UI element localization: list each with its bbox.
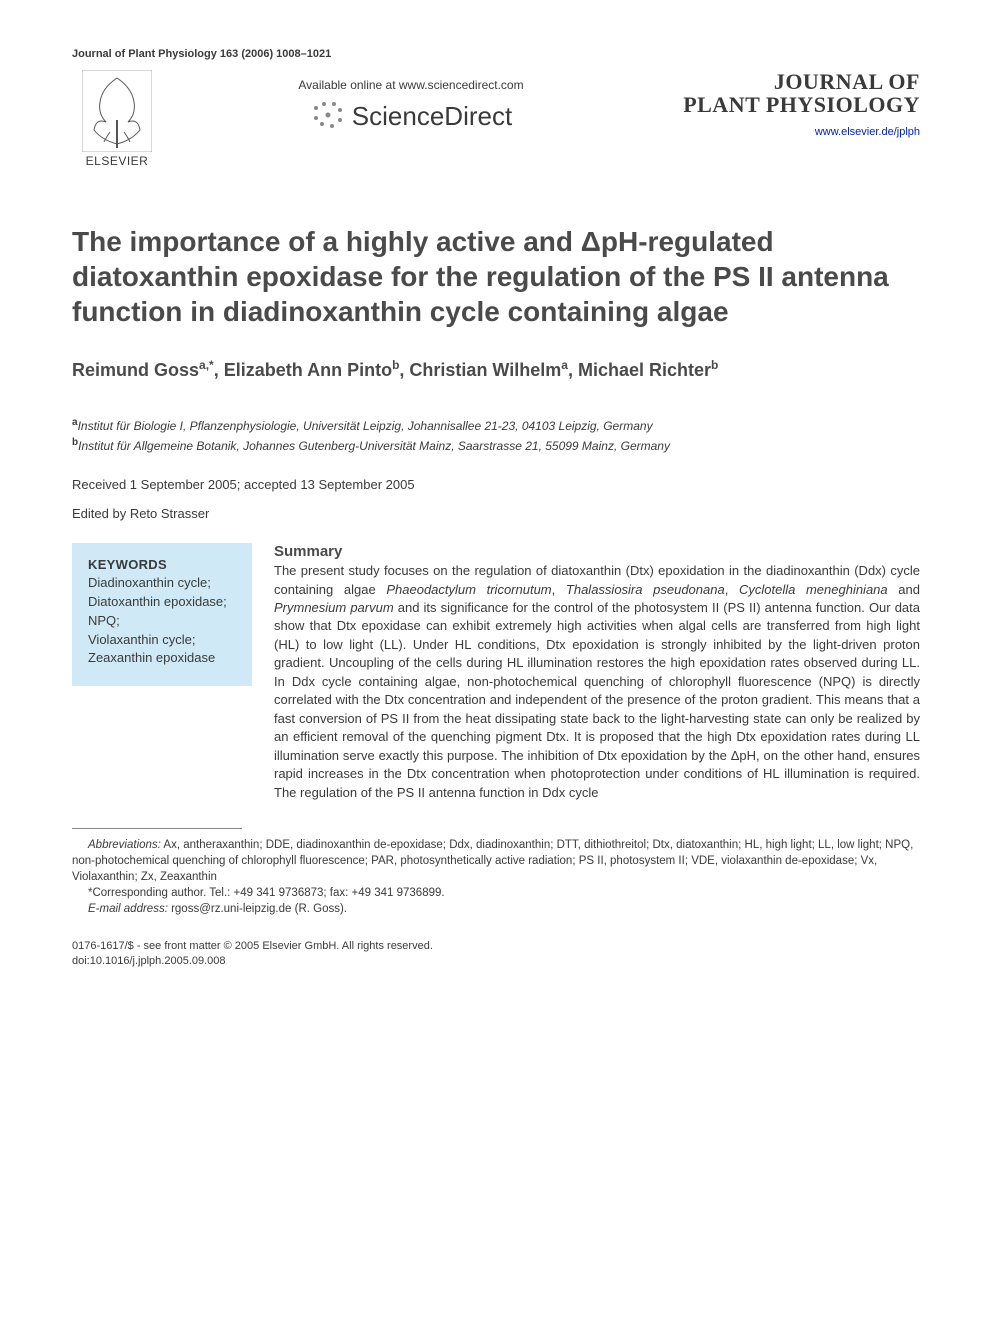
keywords-list: Diadinoxanthin cycle; Diatoxanthin epoxi… [88, 574, 236, 668]
running-head: Journal of Plant Physiology 163 (2006) 1… [72, 48, 920, 60]
journal-name-line2: PLANT PHYSIOLOGY [660, 93, 920, 116]
summary-column: Summary The present study focuses on the… [274, 543, 920, 802]
sciencedirect-text: ScienceDirect [352, 101, 512, 132]
copyright-line2: doi:10.1016/j.jplph.2005.09.008 [72, 954, 920, 969]
author-1-corr: * [209, 358, 214, 372]
authors-line: Reimund Gossa,*, Elizabeth Ann Pintob, C… [72, 357, 920, 382]
edited-by: Edited by Reto Strasser [72, 506, 920, 521]
journal-name-line1: JOURNAL OF [660, 70, 920, 93]
copyright-block: 0176-1617/$ - see front matter © 2005 El… [72, 939, 920, 969]
email-label: E-mail address: [88, 903, 168, 915]
sciencedirect-swoosh-icon [310, 98, 346, 134]
author-2-aff: b [392, 358, 399, 372]
email-value: rgoss@rz.uni-leipzig.de (R. Goss). [168, 903, 347, 915]
abbrev-text: Ax, antheraxanthin; DDE, diadinoxanthin … [72, 839, 913, 883]
affiliations: aInstitut für Biologie I, Pflanzenphysio… [72, 416, 920, 455]
summary-body: The present study focuses on the regulat… [274, 562, 920, 802]
author-1: Reimund Goss [72, 360, 199, 380]
header-row: ELSEVIER Available online at www.science… [72, 70, 920, 168]
affiliation-a: Institut für Biologie I, Pflanzenphysiol… [78, 419, 653, 433]
author-4: Michael Richter [578, 360, 711, 380]
elsevier-tree-icon [82, 70, 152, 152]
footnotes: Abbreviations: Ax, antheraxanthin; DDE, … [72, 837, 920, 917]
elsevier-label: ELSEVIER [86, 154, 149, 168]
journal-link[interactable]: www.elsevier.de/jplph [660, 126, 920, 138]
sciencedirect-block: Available online at www.sciencedirect.co… [162, 70, 660, 134]
footnotes-rule [72, 828, 242, 829]
article-title: The importance of a highly active and Δp… [72, 224, 920, 329]
corr-label: *Corresponding author. [88, 887, 209, 899]
article-dates: Received 1 September 2005; accepted 13 S… [72, 477, 920, 492]
available-online-text: Available online at www.sciencedirect.co… [162, 78, 660, 92]
abbrev-label: Abbreviations: [88, 839, 161, 851]
keywords-heading: KEYWORDS [88, 557, 236, 572]
author-3: Christian Wilhelm [409, 360, 561, 380]
keywords-box: KEYWORDS Diadinoxanthin cycle; Diatoxant… [72, 543, 252, 686]
elsevier-logo-block: ELSEVIER [72, 70, 162, 168]
author-2: Elizabeth Ann Pinto [224, 360, 392, 380]
journal-title-block: JOURNAL OF PLANT PHYSIOLOGY www.elsevier… [660, 70, 920, 138]
author-3-aff: a [561, 358, 568, 372]
corr-text: Tel.: +49 341 9736873; fax: +49 341 9736… [209, 887, 444, 899]
copyright-line1: 0176-1617/$ - see front matter © 2005 El… [72, 939, 920, 954]
author-4-aff: b [711, 358, 718, 372]
keywords-summary-row: KEYWORDS Diadinoxanthin cycle; Diatoxant… [72, 543, 920, 802]
author-1-aff: a, [199, 358, 209, 372]
affiliation-b: Institut für Allgemeine Botanik, Johanne… [78, 439, 670, 453]
summary-heading: Summary [274, 543, 920, 560]
